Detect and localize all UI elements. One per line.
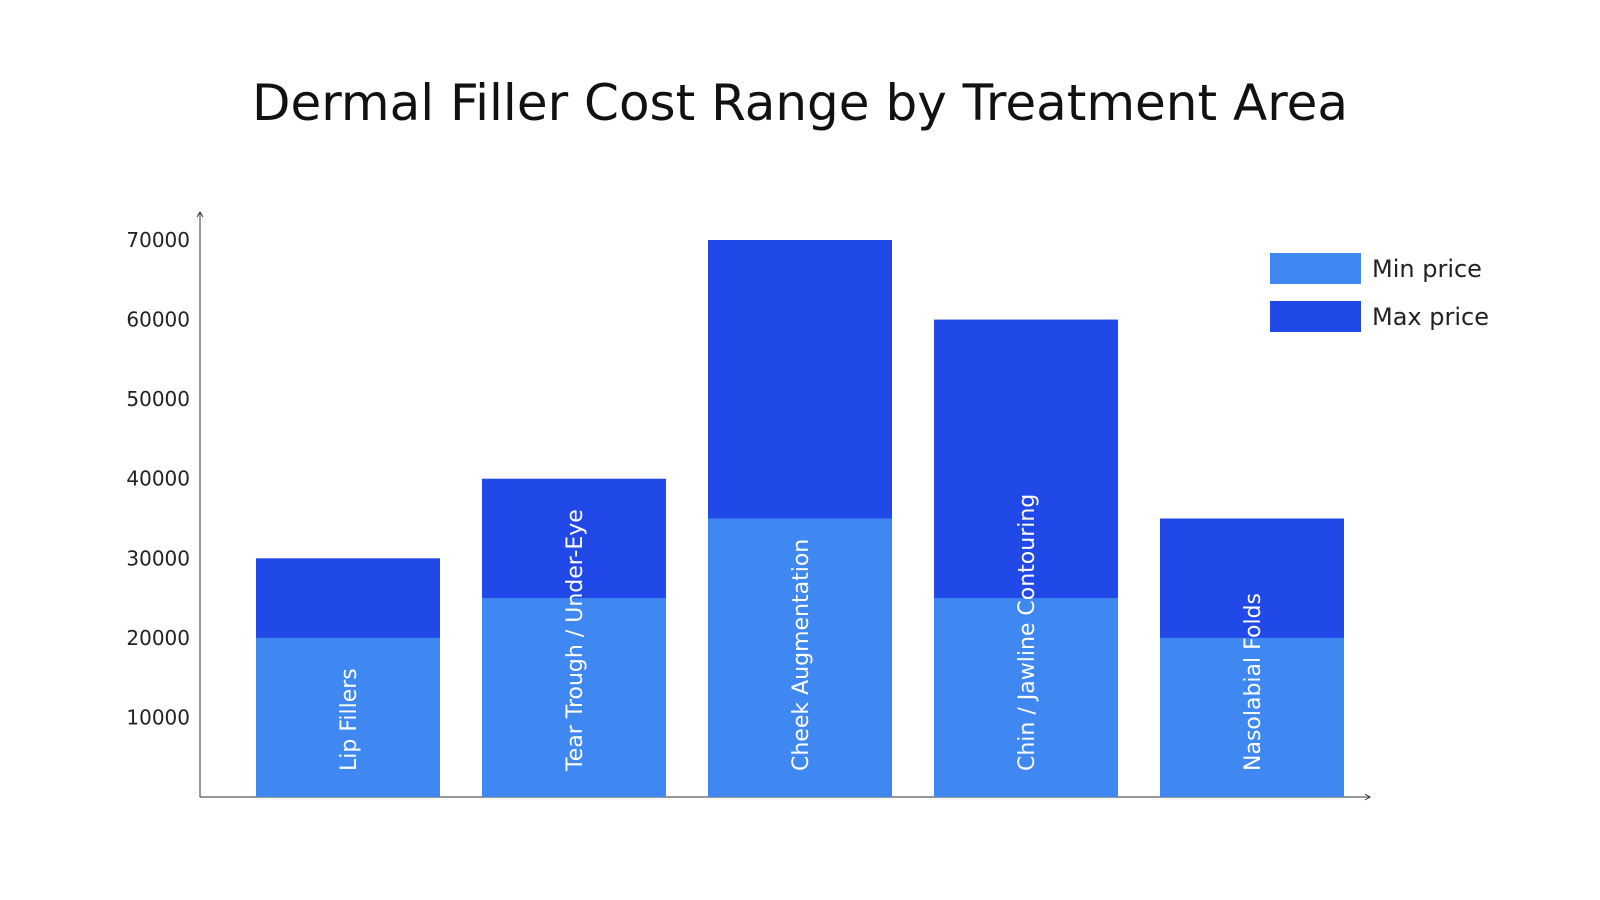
category-label: Lip Fillers [337, 668, 362, 771]
legend-label: Min price [1372, 255, 1482, 283]
category-label: Nasolabial Folds [1241, 593, 1266, 771]
bar-group: Cheek Augmentation [708, 240, 892, 797]
y-tick-label: 30000 [126, 546, 190, 570]
bar-min-price [1160, 637, 1344, 797]
bar-min-price [934, 598, 1118, 797]
x-axis-arrow [1364, 793, 1371, 801]
legend-swatch [1270, 253, 1361, 284]
bar-group: Chin / Jawline Contouring [934, 319, 1118, 797]
bar-group: Lip Fillers [256, 558, 440, 797]
y-axis-arrow [196, 211, 204, 218]
y-tick-label: 20000 [126, 626, 190, 650]
bar-min-price [256, 637, 440, 797]
chart-title: Dermal Filler Cost Range by Treatment Ar… [252, 74, 1348, 132]
bars: Lip Fillers Tear Trough / Under-Eye Cheek … [256, 240, 1344, 797]
category-label: Chin / Jawline Contouring [1015, 494, 1040, 771]
y-tick-label: 70000 [126, 228, 190, 252]
category-label: Tear Trough / Under-Eye [563, 509, 588, 772]
y-tick-label: 60000 [126, 308, 190, 332]
y-axis: 10000 20000 30000 40000 50000 60000 70000 [126, 211, 204, 797]
legend-label: Max price [1372, 303, 1489, 331]
legend-item: Min price [1270, 253, 1482, 284]
legend: Min price Max price [1270, 253, 1489, 332]
legend-item: Max price [1270, 301, 1489, 332]
y-tick-label: 10000 [126, 705, 190, 729]
y-tick-label: 50000 [126, 387, 190, 411]
bar-min-price [482, 598, 666, 797]
bar-group: Tear Trough / Under-Eye [482, 478, 666, 797]
category-label: Cheek Augmentation [789, 539, 814, 771]
legend-swatch [1270, 301, 1361, 332]
y-tick-label: 40000 [126, 467, 190, 491]
bar-min-price [708, 518, 892, 797]
bar-group: Nasolabial Folds [1160, 518, 1344, 797]
